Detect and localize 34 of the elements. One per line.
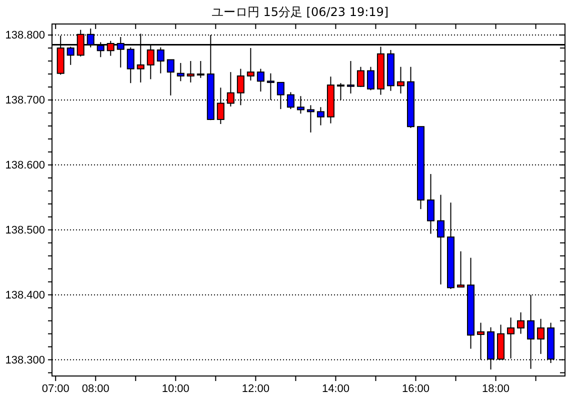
candlestick: [216, 87, 224, 125]
candlestick: [366, 66, 374, 91]
x-tick-label: 18:00: [482, 382, 510, 395]
y-tick-label: 138.800: [5, 30, 45, 42]
x-tick-label: 10:00: [162, 382, 190, 395]
candlestick: [346, 60, 354, 94]
y-tick-label: 138.600: [5, 159, 45, 172]
x-tick-label: 07:00: [42, 382, 70, 395]
candlestick: [156, 46, 164, 74]
y-tick-label: 138.700: [5, 94, 45, 107]
candlestick: [306, 104, 314, 133]
candlestick: [246, 48, 254, 81]
candlestick: [356, 66, 364, 88]
candlestick: [256, 68, 264, 92]
y-tick-label: 138.500: [5, 224, 45, 236]
chart-title: ユーロ円 15分足 [06/23 19:19]: [211, 5, 389, 19]
x-tick-label: 12:00: [242, 382, 270, 395]
candlestick: [537, 318, 545, 354]
y-tick-label: 138.400: [5, 289, 45, 302]
candlestick: [176, 62, 184, 82]
candlestick: [196, 60, 204, 78]
candlestick: [276, 82, 284, 110]
x-tick-label: 08:00: [82, 382, 110, 395]
candlestick: [517, 312, 525, 334]
x-tick-label: 14:00: [322, 382, 350, 395]
candlestick: [457, 250, 465, 288]
candlestick: [186, 60, 194, 83]
candlestick: [396, 66, 404, 94]
y-tick-label: 138.300: [5, 354, 45, 366]
x-tick-label: 16:00: [402, 382, 430, 395]
candlestick: [126, 46, 134, 84]
candlestick: [427, 174, 434, 234]
candlestick: [316, 106, 324, 126]
candlestick: [166, 59, 174, 96]
